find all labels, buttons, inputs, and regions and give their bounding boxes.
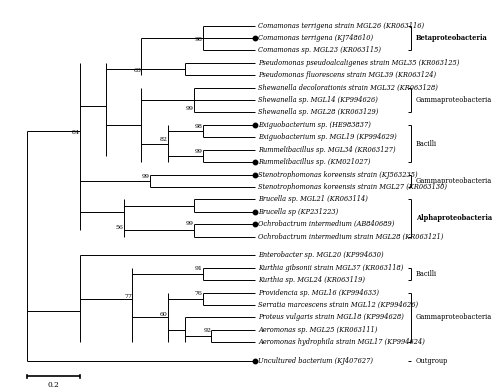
Text: Bacilli: Bacilli — [416, 270, 437, 278]
Text: Gammaproteobacteria: Gammaproteobacteria — [416, 177, 492, 185]
Text: Pseudomonas pseudoalcaligenes strain MGL35 (KR063125): Pseudomonas pseudoalcaligenes strain MGL… — [258, 59, 460, 67]
Text: Outgroup: Outgroup — [416, 357, 448, 365]
Text: 77: 77 — [124, 294, 132, 299]
Text: Enterobacter sp. MGL20 (KP994630): Enterobacter sp. MGL20 (KP994630) — [258, 251, 384, 259]
Text: Ochrobactrum intermedium (AB840689): Ochrobactrum intermedium (AB840689) — [258, 220, 394, 228]
Text: 98: 98 — [194, 124, 202, 129]
Text: Betaproteobacteria: Betaproteobacteria — [416, 34, 488, 42]
Text: Gammaproteobacteria: Gammaproteobacteria — [416, 314, 492, 321]
Text: 82: 82 — [160, 137, 168, 142]
Text: Comamonas terrigena strain MGL26 (KR063116): Comamonas terrigena strain MGL26 (KR0631… — [258, 22, 424, 30]
Text: 99: 99 — [186, 221, 194, 226]
Text: 99: 99 — [186, 106, 194, 111]
Text: Shewanella decolorationis strain MGL32 (KR063128): Shewanella decolorationis strain MGL32 (… — [258, 84, 438, 91]
Text: Comamonas sp. MGL23 (KR063115): Comamonas sp. MGL23 (KR063115) — [258, 47, 381, 54]
Text: 60: 60 — [160, 312, 168, 317]
Text: Shewanella sp. MGL14 (KP994626): Shewanella sp. MGL14 (KP994626) — [258, 96, 378, 104]
Text: Providencia sp. MGL16 (KP994633): Providencia sp. MGL16 (KP994633) — [258, 289, 379, 296]
Text: Stenotrophomonas koreensis strain (KJ563235): Stenotrophomonas koreensis strain (KJ563… — [258, 170, 418, 179]
Text: Gammaproteobacteria: Gammaproteobacteria — [416, 96, 492, 104]
Text: 63: 63 — [134, 68, 141, 74]
Text: Shewanella sp. MGL28 (KR063129): Shewanella sp. MGL28 (KR063129) — [258, 108, 378, 117]
Text: Kurthia gibsonii strain MGL37 (KR063118): Kurthia gibsonii strain MGL37 (KR063118) — [258, 264, 404, 272]
Text: Rummelibacillus sp. (KM021027): Rummelibacillus sp. (KM021027) — [258, 158, 370, 166]
Text: Ochrobactrum intermedium strain MGL28 (KR063121): Ochrobactrum intermedium strain MGL28 (K… — [258, 233, 444, 241]
Text: 99: 99 — [142, 174, 150, 179]
Text: Uncultured bacterium (KJ407627): Uncultured bacterium (KJ407627) — [258, 357, 373, 365]
Text: 99: 99 — [194, 149, 202, 154]
Text: 76: 76 — [195, 291, 202, 296]
Text: 84: 84 — [72, 131, 80, 135]
Text: Stenotrophomonas koreensis strain MGL27 (KR063130): Stenotrophomonas koreensis strain MGL27 … — [258, 183, 447, 191]
Text: 98: 98 — [194, 37, 202, 42]
Text: 91: 91 — [194, 266, 202, 271]
Text: Bacilli: Bacilli — [416, 140, 437, 147]
Text: Alphaproteobacteria: Alphaproteobacteria — [416, 214, 492, 222]
Text: Rummelibacillus sp. MGL34 (KR063127): Rummelibacillus sp. MGL34 (KR063127) — [258, 146, 396, 154]
Text: Brucella sp. MGL21 (KR063114): Brucella sp. MGL21 (KR063114) — [258, 196, 368, 203]
Text: Brucella sp (KP231223): Brucella sp (KP231223) — [258, 208, 338, 216]
Text: Aeromonas sp. MGL25 (KR063111): Aeromonas sp. MGL25 (KR063111) — [258, 326, 378, 334]
Text: 0.2: 0.2 — [48, 381, 60, 389]
Text: Comamonas terrigena (KJ748610): Comamonas terrigena (KJ748610) — [258, 34, 373, 42]
Text: Exiguobacterium sp. (HE983837): Exiguobacterium sp. (HE983837) — [258, 121, 371, 129]
Text: Kurthia sp. MGL24 (KR063119): Kurthia sp. MGL24 (KR063119) — [258, 276, 365, 284]
Text: Serratia marcescens strain MGL12 (KP994626): Serratia marcescens strain MGL12 (KP9946… — [258, 301, 418, 309]
Text: Aeromonas hydrophila strain MGL17 (KP994624): Aeromonas hydrophila strain MGL17 (KP994… — [258, 338, 425, 346]
Text: Pseudomonas fluorescens strain MGL39 (KR063124): Pseudomonas fluorescens strain MGL39 (KR… — [258, 71, 436, 79]
Text: 92: 92 — [204, 328, 212, 333]
Text: 56: 56 — [116, 226, 124, 230]
Text: Exiguobacterium sp. MGL19 (KP994629): Exiguobacterium sp. MGL19 (KP994629) — [258, 133, 397, 141]
Text: Proteus vulgaris strain MGL18 (KP994628): Proteus vulgaris strain MGL18 (KP994628) — [258, 314, 404, 321]
